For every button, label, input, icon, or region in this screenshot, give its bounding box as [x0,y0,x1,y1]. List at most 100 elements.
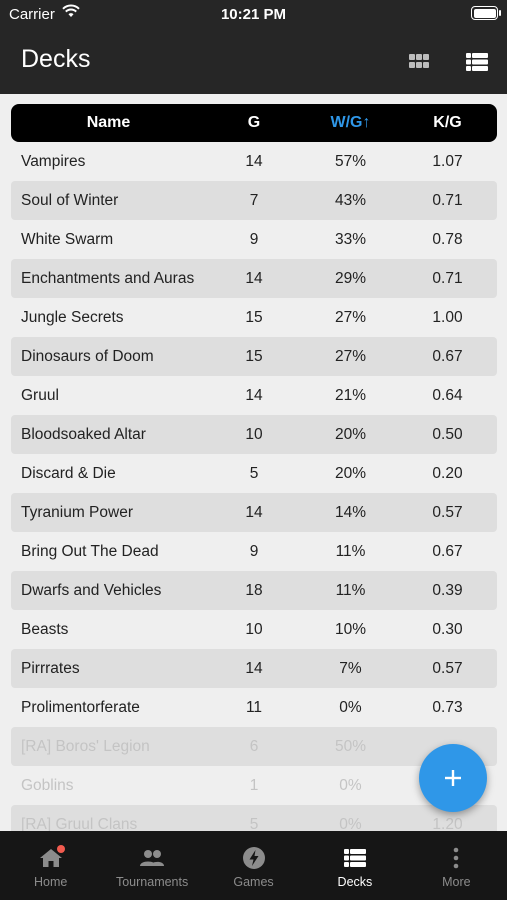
deck-kills: 0.67 [432,542,463,560]
deck-name: Bloodsoaked Altar [21,425,146,443]
home-icon [39,849,62,867]
tab-games[interactable]: Games [203,831,304,900]
deck-win-rate: 29% [334,269,367,287]
deck-games: 9 [249,230,259,248]
tab-bar: Home Tournaments Games Decks More [0,831,507,900]
deck-win-rate: 0% [339,776,362,794]
deck-win-rate: 14% [334,503,367,521]
deck-name: [RA] Boros' Legion [21,737,150,755]
deck-games: 14 [245,503,263,521]
table-row[interactable]: Gruul 14 21% 0.64 [11,376,497,415]
deck-games: 14 [245,659,263,677]
table-row[interactable]: Prolimentorferate 11 0% 0.73 [11,688,497,727]
table-row[interactable]: Goblins 1 0% [11,766,497,805]
deck-kills: 0.73 [432,698,463,716]
tab-label: More [442,875,471,889]
deck-name: Dwarfs and Vehicles [21,581,162,599]
deck-win-rate: 7% [339,659,362,677]
deck-win-rate: 0% [339,698,362,716]
carrier-label: Carrier [9,6,55,23]
tab-tournaments[interactable]: Tournaments [101,831,202,900]
more-icon [454,847,459,869]
deck-games: 5 [249,464,259,482]
clock: 10:21 PM [220,6,287,23]
deck-games: 14 [245,269,263,287]
deck-games: 1 [249,776,259,794]
header-kills[interactable]: K/G [433,114,462,131]
deck-games: 6 [249,737,259,755]
deck-games: 7 [249,191,259,209]
header-games[interactable]: G [247,114,261,131]
table-row[interactable]: Dwarfs and Vehicles 18 11% 0.39 [11,571,497,610]
deck-win-rate: 20% [334,464,367,482]
deck-win-rate: 33% [334,230,367,248]
table-row[interactable]: Soul of Winter 7 43% 0.71 [11,181,497,220]
deck-name: Dinosaurs of Doom [21,347,154,365]
deck-kills: 1.20 [432,815,463,833]
deck-name: Enchantments and Auras [21,269,195,287]
tab-decks[interactable]: Decks [304,831,405,900]
deck-name: Goblins [21,776,74,794]
plus-icon [445,770,461,786]
deck-name: [RA] Gruul Clans [21,815,138,833]
deck-win-rate: 11% [335,542,366,560]
deck-name: Beasts [21,620,69,638]
tab-more[interactable]: More [406,831,507,900]
table-row[interactable]: Vampires 14 57% 1.07 [11,142,497,181]
deck-games: 11 [245,698,263,716]
table-row[interactable]: Enchantments and Auras 14 29% 0.71 [11,259,497,298]
list-view-icon[interactable] [464,50,490,74]
deck-kills: 1.00 [432,308,463,326]
deck-win-rate: 11% [335,581,366,599]
table-row[interactable]: [RA] Boros' Legion 6 50% [11,727,497,766]
grid-view-icon[interactable] [406,50,432,74]
notification-dot [57,845,65,853]
tab-label: Tournaments [115,875,189,889]
deck-name: Bring Out The Dead [21,542,159,560]
tab-label: Home [34,875,68,889]
deck-win-rate: 43% [334,191,367,209]
decks-table: Name G W/G↑ K/G Vampires 14 57% 1.07 Soul of… [11,104,497,844]
deck-games: 15 [245,347,263,365]
header-win-rate[interactable]: W/G↑ [330,114,371,131]
table-row[interactable]: Beasts 10 10% 0.30 [11,610,497,649]
deck-name: Jungle Secrets [21,308,124,326]
table-row[interactable]: White Swarm 9 33% 0.78 [11,220,497,259]
table-row[interactable]: Discard & Die 5 20% 0.20 [11,454,497,493]
deck-win-rate: 0% [339,815,362,833]
table-row[interactable]: Bring Out The Dead 9 11% 0.67 [11,532,497,571]
deck-win-rate: 21% [334,386,367,404]
table-row[interactable]: Jungle Secrets 15 27% 1.00 [11,298,497,337]
add-deck-button[interactable] [419,744,487,812]
deck-kills: 0.20 [432,464,463,482]
deck-games: 15 [245,308,263,326]
deck-kills: 0.71 [432,269,463,287]
table-row[interactable]: Pirrrates 14 7% 0.57 [11,649,497,688]
table-body: Vampires 14 57% 1.07 Soul of Winter 7 43% 0.71 W… [11,142,497,844]
deck-win-rate: 27% [334,308,367,326]
deck-kills: 0.57 [432,659,463,677]
deck-kills: 0.64 [432,386,463,404]
deck-win-rate: 20% [334,425,367,443]
deck-kills: 1.07 [432,152,463,170]
table-row[interactable]: Bloodsoaked Altar 10 20% 0.50 [11,415,497,454]
bolt-icon [242,847,265,869]
deck-games: 10 [245,620,263,638]
header-name[interactable]: Name [86,114,131,131]
deck-name: Discard & Die [21,464,116,482]
deck-name: Pirrrates [21,659,80,677]
tab-label: Games [233,875,274,889]
deck-games: 14 [245,386,263,404]
table-header: Name G W/G↑ K/G [11,104,497,142]
status-bar: Carrier 10:21 PM [0,0,507,30]
deck-name: Gruul [21,386,59,404]
deck-kills: 0.39 [432,581,463,599]
deck-name: White Swarm [21,230,114,248]
deck-kills: 0.78 [432,230,463,248]
table-row[interactable]: Tyranium Power 14 14% 0.57 [11,493,497,532]
table-row[interactable]: Dinosaurs of Doom 15 27% 0.67 [11,337,497,376]
deck-kills: 0.50 [432,425,463,443]
deck-name: Soul of Winter [21,191,119,209]
tab-home[interactable]: Home [0,831,101,900]
deck-win-rate: 57% [334,152,367,170]
